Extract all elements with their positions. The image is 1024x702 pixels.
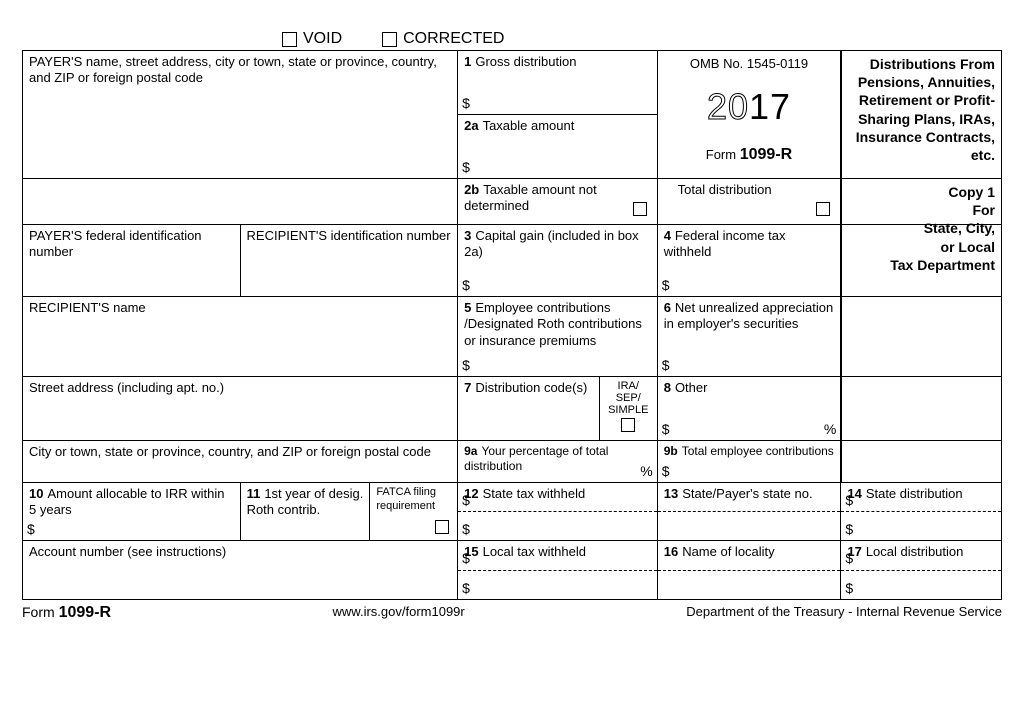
- street-address[interactable]: Street address (including apt. no.): [23, 377, 458, 440]
- box-5[interactable]: 5Employee contributions /Designated Roth…: [458, 297, 658, 376]
- recipient-name[interactable]: RECIPIENT'S name: [23, 297, 458, 376]
- right-spacer-1: [841, 225, 1001, 296]
- recipient-id[interactable]: RECIPIENT'S identification number: [241, 225, 459, 296]
- box-17b[interactable]: $: [841, 571, 1001, 600]
- form-id-block: OMB No. 1545-0119 2017 Form 1099-R: [658, 51, 842, 178]
- void-label: VOID: [303, 30, 342, 48]
- box-2b-right[interactable]: Total distribution: [658, 179, 842, 224]
- box-14b[interactable]: $: [841, 512, 1001, 540]
- corrected-checkbox[interactable]: CORRECTED: [382, 30, 504, 48]
- box-9b[interactable]: 9bTotal employee contributions $: [658, 441, 842, 482]
- box-12[interactable]: 12State tax withheld $: [458, 483, 657, 512]
- box-8[interactable]: 8Other $%: [658, 377, 842, 440]
- box-1[interactable]: 1Gross distribution $: [458, 51, 657, 115]
- footer-dept: Department of the Treasury - Internal Re…: [686, 604, 1002, 622]
- form-title: Distributions From Pensions, Annuities, …: [841, 51, 1001, 178]
- box-11[interactable]: 111st year of desig. Roth contrib.: [241, 483, 371, 540]
- footer-url: www.irs.gov/form1099r: [333, 604, 465, 622]
- box-13b[interactable]: [658, 512, 841, 540]
- box-15b[interactable]: $: [458, 571, 657, 600]
- box-6[interactable]: 6Net unrealized appreciation in employer…: [658, 297, 842, 376]
- fatca[interactable]: FATCA filing requirement: [370, 483, 458, 540]
- box-2b-left[interactable]: 2bTaxable amount not determined: [458, 179, 658, 224]
- city-state-zip[interactable]: City or town, state or province, country…: [23, 441, 458, 482]
- void-checkbox[interactable]: VOID: [282, 30, 342, 48]
- box-3[interactable]: 3Capital gain (included in box 2a) $: [458, 225, 658, 296]
- box-12b[interactable]: $: [458, 512, 657, 540]
- right-spacer-2: [841, 297, 1001, 376]
- payer-fid[interactable]: PAYER'S federal identification number: [23, 225, 241, 296]
- box-16[interactable]: 16Name of locality: [658, 541, 841, 571]
- box-9a[interactable]: 9aYour percentage of total distribution …: [458, 441, 658, 482]
- copy-info: Copy 1 For State, City, or Local Tax Dep…: [841, 179, 1001, 224]
- form-grid: PAYER'S name, street address, city or to…: [22, 50, 1002, 600]
- right-spacer-3: [841, 377, 1001, 440]
- form-footer: Form 1099-R www.irs.gov/form1099r Depart…: [22, 604, 1002, 622]
- box-17[interactable]: 17Local distribution $: [841, 541, 1001, 571]
- top-checkboxes: VOID CORRECTED: [282, 30, 1002, 48]
- box-7[interactable]: 7Distribution code(s): [458, 377, 600, 440]
- payer-info-cont: [23, 179, 458, 224]
- right-spacer-4: [841, 441, 1001, 482]
- form-1099r: VOID CORRECTED PAYER'S name, street addr…: [22, 30, 1002, 622]
- payer-info[interactable]: PAYER'S name, street address, city or to…: [23, 51, 458, 178]
- box-4[interactable]: 4Federal income tax withheld $: [658, 225, 842, 296]
- corrected-label: CORRECTED: [403, 30, 504, 48]
- box-14[interactable]: 14State distribution $: [841, 483, 1001, 512]
- ira-sep-simple[interactable]: IRA/ SEP/ SIMPLE: [600, 377, 658, 440]
- box-16b[interactable]: [658, 571, 841, 600]
- box-15[interactable]: 15Local tax withheld $: [458, 541, 657, 571]
- box-13[interactable]: 13State/Payer's state no.: [658, 483, 841, 512]
- box-2a[interactable]: 2aTaxable amount $: [458, 115, 657, 178]
- account-number[interactable]: Account number (see instructions): [23, 541, 458, 599]
- box-10[interactable]: 10Amount allocable to IRR within 5 years…: [23, 483, 241, 540]
